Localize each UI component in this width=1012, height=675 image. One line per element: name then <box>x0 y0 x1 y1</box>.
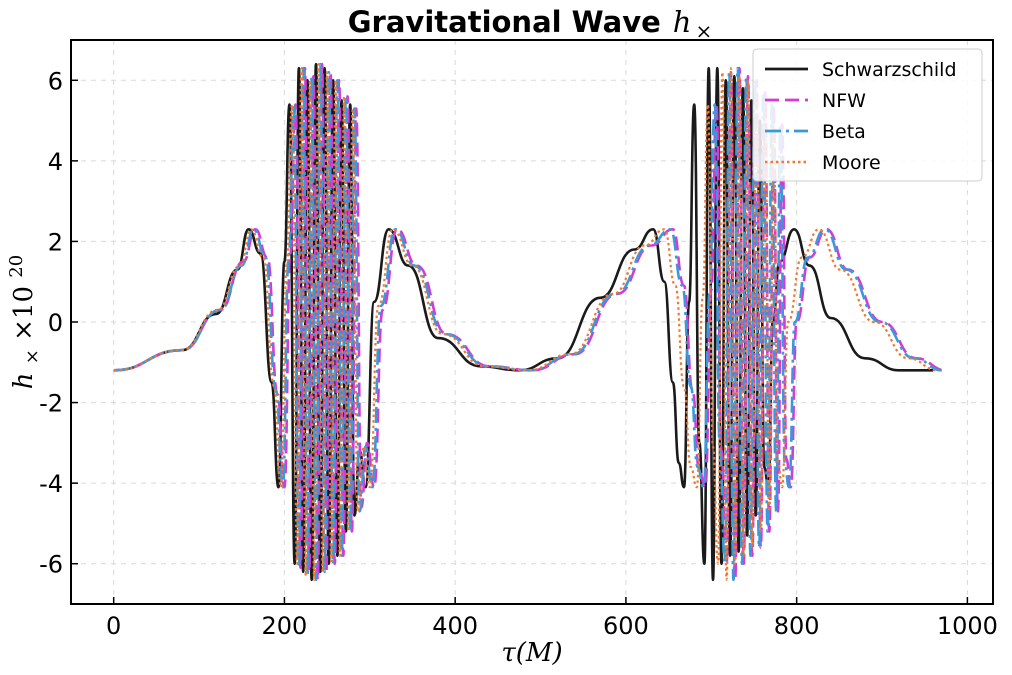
chart-title-text: Gravitational Wave <box>348 5 661 39</box>
svg-text:h × ×10 20: h × ×10 20 <box>6 255 45 389</box>
grid <box>71 40 993 604</box>
y-tick-label: 6 <box>48 67 63 95</box>
y-tick-label: 2 <box>48 228 63 256</box>
y-label-sub: × <box>22 349 43 364</box>
y-label-main: h <box>9 372 39 389</box>
chart-title: Gravitational Wave h × <box>348 5 712 43</box>
legend-label-beta: Beta <box>822 121 866 143</box>
y-tick-label: 4 <box>48 148 63 176</box>
x-tick-label: 600 <box>603 612 649 640</box>
y-label-exp: 20 <box>6 255 27 278</box>
y-axis-label: h × ×10 20 <box>6 255 45 389</box>
x-axis-ticks: 0 200 400 600 800 1000 <box>106 597 998 640</box>
series-line-beta <box>113 62 942 582</box>
x-tick-label: 0 <box>106 612 121 640</box>
x-tick-label: 200 <box>262 612 308 640</box>
chart-title-symbol: h <box>673 5 692 39</box>
x-tick-label: 800 <box>774 612 820 640</box>
y-tick-label: -6 <box>39 551 63 579</box>
y-tick-label: -2 <box>39 390 63 418</box>
legend-label-nfw: NFW <box>822 90 866 112</box>
legend: Schwarzschild NFW Beta Moore <box>752 48 983 182</box>
x-axis-label: τ(M) <box>501 638 562 668</box>
legend-label-moore: Moore <box>822 152 881 174</box>
chart-title-symbol-sub: × <box>695 19 712 43</box>
legend-label-schwarzschild: Schwarzschild <box>822 59 957 81</box>
y-tick-label: 0 <box>48 309 63 337</box>
x-tick-label: 1000 <box>937 612 998 640</box>
series-line-nfw <box>113 62 947 582</box>
x-tick-label: 400 <box>432 612 478 640</box>
series-lines <box>113 62 947 582</box>
y-tick-label: -4 <box>39 470 63 498</box>
y-label-times: ×10 <box>9 286 39 341</box>
legend-box <box>752 48 983 182</box>
y-axis-ticks: -6 -4 -2 0 2 4 6 <box>39 67 78 579</box>
